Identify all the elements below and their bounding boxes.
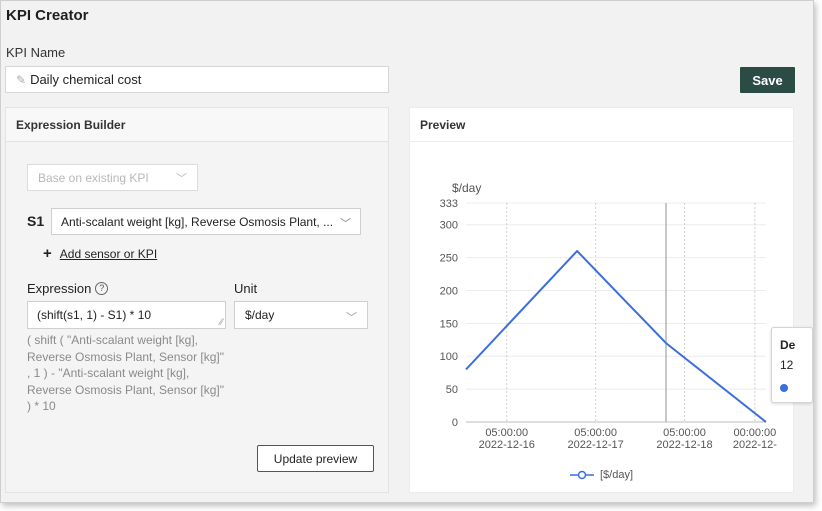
expression-line: ) * 10 [27, 399, 56, 414]
preview-title: Preview [410, 108, 793, 142]
x-tick-time-label: 05:00:00 [574, 427, 617, 439]
expression-input[interactable]: (shift(s1, 1) - S1) * 10 ⁄⁄ [27, 301, 226, 329]
preview-panel: Preview $/day 0 50 100 150 200 250 300 333 05:00:… [409, 107, 813, 493]
legend-marker-icon [570, 470, 594, 480]
x-tick-time-label: 05:00:00 [663, 427, 706, 439]
expression-parsed-text: ( shift ( "Anti-scalant weight [kg], Rev… [27, 332, 237, 415]
x-tick-date-label: 2022-12-16 [479, 439, 535, 451]
y-tick-label: 50 [446, 384, 458, 396]
chevron-down-icon: ﹀ [346, 312, 357, 324]
s1-sensor-select[interactable]: Anti-scalant weight [kg], Reverse Osmosi… [51, 208, 361, 235]
y-tick-label: 200 [440, 285, 458, 297]
tooltip-line-1: De [780, 338, 796, 352]
tooltip-line-2: 12 [780, 358, 794, 372]
unit-select[interactable]: $/day ﹀ [234, 301, 368, 329]
resize-grip-icon[interactable]: ⁄⁄ [219, 317, 223, 327]
expression-builder-title: Expression Builder [6, 108, 388, 142]
x-tick-time-label: 00:00:00 [733, 427, 776, 439]
base-select-placeholder: Base on existing KPI [38, 170, 149, 185]
y-tick-label: 0 [452, 417, 458, 429]
add-sensor-label: Add sensor or KPI [59, 246, 158, 261]
chart-legend[interactable]: [$/day] [570, 469, 633, 481]
chart-tooltip: De 12 [771, 327, 813, 403]
kpi-creator-window: KPI Creator KPI Name ✎ Daily chemical co… [0, 0, 814, 503]
expression-line: ( shift ( "Anti-scalant weight [kg], [27, 333, 198, 347]
kpi-name-input[interactable]: ✎ Daily chemical cost [5, 66, 389, 93]
chevron-down-icon: ﹀ [176, 173, 187, 185]
pencil-icon: ✎ [16, 72, 27, 87]
x-tick-date-label: 2022-12- [733, 439, 777, 451]
expression-label-text: Expression [27, 281, 92, 296]
update-preview-button[interactable]: Update preview [257, 445, 374, 472]
s1-label: S1 [27, 213, 45, 229]
unit-label: Unit [234, 281, 258, 296]
y-axis-label: $/day [452, 181, 481, 195]
kpi-name-label: KPI Name [6, 45, 66, 60]
expression-line: Reverse Osmosis Plant, Sensor [kg]" [27, 349, 224, 364]
plus-icon: + [43, 245, 52, 262]
tooltip-series-dot [780, 384, 788, 392]
page-title: KPI Creator [6, 7, 89, 24]
legend-label: [$/day] [600, 469, 634, 481]
save-button[interactable]: Save [740, 67, 795, 93]
expression-value: (shift(s1, 1) - S1) * 10 [37, 308, 152, 322]
expression-label: Expression ? [27, 281, 109, 296]
expression-line: , 1 ) - "Anti-scalant weight [kg], [27, 366, 190, 381]
y-tick-label: 150 [440, 318, 458, 330]
line-chart: $/day05010015020025030033305:00:002022-1… [440, 181, 778, 451]
s1-sensor-value: Anti-scalant weight [kg], Reverse Osmosi… [61, 214, 334, 229]
series-line [465, 250, 767, 423]
y-tick-label: 300 [440, 220, 458, 232]
x-tick-time-label: 05:00:00 [485, 427, 528, 439]
x-tick-date-label: 2022-12-18 [656, 439, 712, 451]
y-tick-label: 250 [440, 253, 458, 265]
add-sensor-button[interactable]: + Add sensor or KPI [43, 245, 157, 262]
chevron-down-icon: ﹀ [340, 218, 351, 230]
expression-line: Reverse Osmosis Plant, Sensor [kg]" [27, 382, 224, 397]
unit-value: $/day [245, 308, 275, 322]
kpi-name-value: Daily chemical cost [30, 72, 142, 87]
help-icon[interactable]: ? [95, 282, 109, 295]
expression-builder-panel: Expression Builder Base on existing KPI … [5, 107, 389, 493]
x-tick-date-label: 2022-12-17 [567, 439, 623, 451]
y-tick-label: 100 [440, 351, 458, 363]
y-tick-label: 333 [440, 198, 458, 210]
base-on-existing-kpi-select[interactable]: Base on existing KPI ﹀ [27, 164, 198, 191]
